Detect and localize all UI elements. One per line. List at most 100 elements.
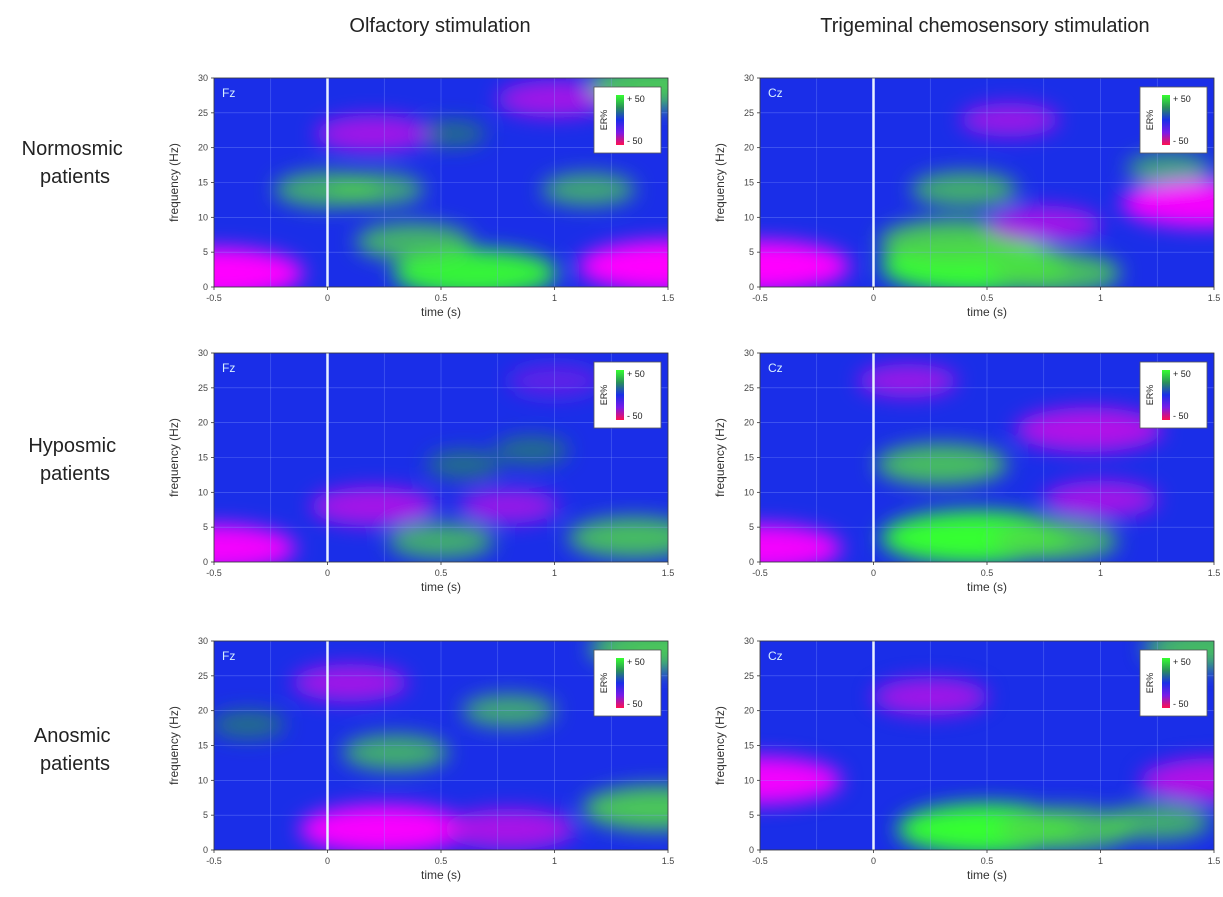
x-tick-label: 1 [1098,293,1103,303]
colorbar-gradient [616,658,624,708]
x-tick-label: -0.5 [752,568,768,578]
column-title-olfactory: Olfactory stimulation [349,15,530,37]
colorbar-legend: ER% + 50 - 50 [1139,86,1208,154]
y-axis-label: frequency (Hz) [713,418,727,497]
y-tick-label: 0 [749,557,754,567]
x-axis-label: time (s) [967,305,1007,319]
x-tick-label: 1.5 [1208,568,1221,578]
heatmap-blob [310,486,436,527]
heatmap-blob [959,102,1060,137]
heatmap-blob [214,524,296,562]
colorbar-max: + 50 [627,657,645,667]
y-tick-label: 0 [203,557,208,567]
x-tick-label: -0.5 [752,856,768,866]
colorbar-max: + 50 [1173,657,1191,667]
heatmap-blob [330,173,425,206]
colorbar-box [1139,361,1208,429]
heatmap-blob [355,222,472,261]
heatmap-blob [443,808,576,850]
heatmap-blob [911,171,1018,208]
y-tick-label: 5 [749,247,754,257]
colorbar-label: ER% [1145,110,1155,131]
colorbar-legend: ER% + 50 - 50 [593,86,662,154]
x-axis-label: time (s) [421,305,461,319]
heatmap-blob [314,114,431,153]
y-tick-label: 25 [744,671,754,681]
y-tick-label: 15 [744,741,754,751]
y-tick-label: 20 [198,706,208,716]
colorbar-box [593,361,662,429]
x-tick-label: 1.5 [662,568,675,578]
y-tick-label: 30 [198,348,208,358]
row-label-hyposmic: Hyposmic patients [28,435,121,485]
heatmap-blob [418,120,487,148]
y-tick-label: 15 [744,453,754,463]
y-tick-label: 10 [198,212,208,222]
y-tick-label: 10 [198,487,208,497]
y-axis-label: frequency (Hz) [167,143,181,222]
column-title-trigeminal: Trigeminal chemosensory stimulation [820,15,1149,37]
y-tick-label: 10 [198,775,208,785]
heatmap-blobs [214,641,668,850]
electrode-label: Fz [222,649,235,663]
y-tick-label: 15 [744,178,754,188]
colorbar-gradient [1162,95,1170,145]
y-tick-label: 0 [749,282,754,292]
x-tick-label: 0.5 [435,568,448,578]
x-tick-label: 1.5 [1208,856,1221,866]
heatmap-blob [1015,407,1164,452]
colorbar-legend: ER% + 50 - 50 [593,649,662,717]
heatmap-blob [459,489,560,524]
electrode-label: Cz [768,86,783,100]
y-tick-label: 20 [744,706,754,716]
heatmap-blob [760,524,842,562]
colorbar-label: ER% [599,385,609,406]
y-tick-label: 20 [744,418,754,428]
y-tick-label: 30 [198,636,208,646]
y-tick-label: 5 [749,522,754,532]
electrode-label: Cz [768,361,783,375]
heatmap-blob [214,710,286,739]
x-tick-label: 0 [325,293,330,303]
colorbar-max: + 50 [1173,94,1191,104]
colorbar-box [1139,86,1208,154]
row-label-anosmic: Anosmic patients [34,725,116,775]
x-tick-label: 0.5 [981,856,994,866]
x-tick-label: -0.5 [752,293,768,303]
colorbar-max: + 50 [627,94,645,104]
colorbar-box [593,86,662,154]
colorbar-gradient [1162,658,1170,708]
colorbar-min: - 50 [627,411,643,421]
y-tick-label: 30 [744,348,754,358]
colorbar-gradient [616,95,624,145]
y-tick-label: 0 [203,282,208,292]
x-tick-label: 0.5 [981,568,994,578]
y-tick-label: 25 [744,108,754,118]
y-tick-label: 25 [198,108,208,118]
heatmap-blob [582,785,668,831]
x-tick-label: 0 [325,856,330,866]
heatmap-blob [875,443,1008,485]
y-tick-label: 5 [749,810,754,820]
y-tick-label: 15 [198,741,208,751]
y-tick-label: 0 [749,845,754,855]
x-axis-label: time (s) [421,868,461,882]
heatmap-blobs [760,363,1164,562]
heatmap-blobs [214,78,668,287]
y-axis-label: frequency (Hz) [167,706,181,785]
colorbar-box [593,649,662,717]
colorbar-min: - 50 [1173,136,1189,146]
x-tick-label: 1.5 [662,856,675,866]
y-axis-label: frequency (Hz) [713,706,727,785]
y-tick-label: 5 [203,522,208,532]
heatmap-blob [214,247,304,287]
colorbar-label: ER% [599,110,609,131]
electrode-label: Fz [222,361,235,375]
heatmap-blob [494,436,569,465]
heatmap-blob [989,252,1122,287]
y-tick-label: 20 [198,143,208,153]
heatmap-blob [292,664,409,702]
